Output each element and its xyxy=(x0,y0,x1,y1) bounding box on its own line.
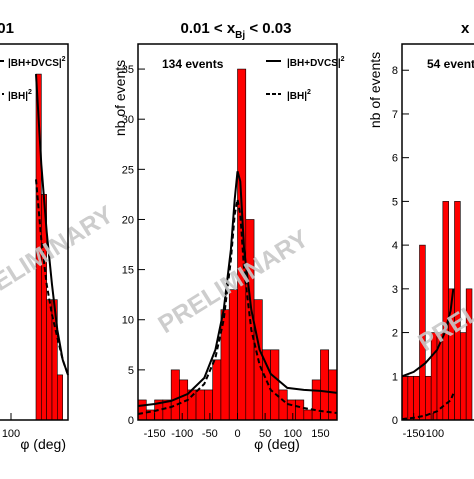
y-tick-label: 4 xyxy=(392,240,398,252)
y-tick-label: 20 xyxy=(122,214,134,226)
middle-panel-title: 0.01 < xBj < 0.03 xyxy=(181,20,292,41)
histogram-bar xyxy=(46,299,53,421)
histogram-bar xyxy=(137,399,147,421)
right-x-axis: -150-100 xyxy=(403,413,444,440)
histogram-bar xyxy=(413,375,420,421)
y-tick-label: 10 xyxy=(122,315,134,327)
right-plot-frame xyxy=(401,43,474,421)
right-panel: x nb of events PRELIMINARY 54 events 012… xyxy=(367,20,474,440)
y-tick-label: 7 xyxy=(392,109,398,121)
histogram-bar xyxy=(212,359,222,421)
y-tick-label: 0 xyxy=(128,415,134,427)
middle-y-label: nb of events xyxy=(112,60,128,136)
histogram-bar xyxy=(270,349,280,421)
y-tick-label: 30 xyxy=(122,114,134,126)
right-histogram xyxy=(401,201,473,421)
right-y-label: nb of events xyxy=(367,52,383,128)
histogram-bar xyxy=(401,375,409,421)
histogram-bar xyxy=(295,399,305,421)
right-y-axis: 0 1 2 3 4 5 6 7 8 xyxy=(392,65,409,427)
x-tick-label: 100 xyxy=(284,428,302,440)
histogram-bar xyxy=(220,309,230,421)
x-tick-label: -50 xyxy=(202,428,218,440)
y-tick-label: 3 xyxy=(392,284,398,296)
y-tick-label: 8 xyxy=(392,65,398,77)
histogram-bar xyxy=(286,399,296,421)
left-watermark: PRELIMINARY xyxy=(0,200,119,315)
left-panel-title: 0.01 xyxy=(0,20,14,37)
histogram-bar xyxy=(311,379,321,421)
middle-legend-bh: |BH|2 xyxy=(287,89,311,102)
left-x-axis: 100 xyxy=(2,413,20,440)
y-tick-label: 35 xyxy=(122,64,134,76)
x-tick-label: -150 xyxy=(144,428,166,440)
middle-annotation: 134 events xyxy=(162,57,224,71)
y-tick-label: 0 xyxy=(392,415,398,427)
histogram-bar xyxy=(407,375,414,421)
x-tick-label: 100 xyxy=(2,428,20,440)
histogram-bar xyxy=(195,389,205,421)
histogram-bar xyxy=(57,374,63,421)
histogram-bar xyxy=(228,289,238,421)
x-tick-label: -150 xyxy=(403,428,425,440)
y-tick-label: 5 xyxy=(128,365,134,377)
middle-legend-full: |BH+DVCS|2 xyxy=(287,56,345,69)
left-panel: 0.01 PRELIMINARY |BH+DVCS|2 |BH|2 100 φ … xyxy=(0,20,119,452)
left-bh-curve xyxy=(35,179,69,376)
middle-x-axis: -150 -100 -50 0 50 100 150 xyxy=(144,413,330,440)
y-tick-label: 2 xyxy=(392,328,398,340)
left-bh-dvcs-curve xyxy=(35,74,69,376)
histogram-bar xyxy=(170,369,180,421)
histogram-bar xyxy=(425,375,432,421)
left-legend-full: |BH+DVCS|2 xyxy=(8,56,66,69)
histogram-bar xyxy=(278,389,288,421)
right-panel-title: x xyxy=(461,20,470,37)
histogram-bar xyxy=(204,389,213,421)
x-tick-label: 150 xyxy=(311,428,329,440)
left-legend-bh: |BH|2 xyxy=(8,89,32,102)
histogram-bar xyxy=(320,349,330,421)
right-annotation: 54 events xyxy=(427,57,474,71)
y-tick-label: 6 xyxy=(392,153,398,165)
x-tick-label: -100 xyxy=(422,428,444,440)
y-tick-label: 1 xyxy=(392,371,398,383)
x-tick-label: 50 xyxy=(259,428,271,440)
histogram-bar xyxy=(303,409,313,421)
right-bh-dvcs-curve xyxy=(401,288,455,378)
middle-bh-dvcs-curve xyxy=(137,171,338,407)
middle-x-label: φ (deg) xyxy=(254,436,300,452)
x-tick-label: 0 xyxy=(234,428,240,440)
middle-y-axis: 0 5 10 15 20 25 30 35 xyxy=(122,64,145,427)
left-plot-frame xyxy=(0,43,69,421)
y-tick-label: 15 xyxy=(122,265,134,277)
y-tick-label: 25 xyxy=(122,164,134,176)
left-x-label: φ (deg) xyxy=(20,436,66,452)
y-tick-label: 5 xyxy=(392,196,398,208)
middle-panel: 0.01 < xBj < 0.03 nb of events PRELIMINA… xyxy=(112,20,345,452)
histogram-bar xyxy=(460,332,467,421)
x-tick-label: -100 xyxy=(171,428,193,440)
middle-bh-curve xyxy=(137,199,338,415)
